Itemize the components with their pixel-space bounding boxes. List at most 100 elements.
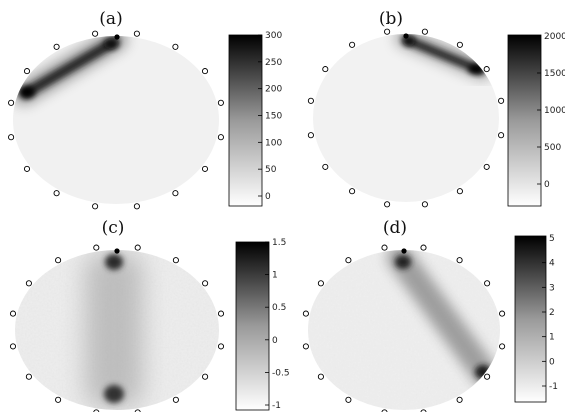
electrode-marker xyxy=(9,343,17,350)
colorbar-tick-label: 3 xyxy=(549,283,555,293)
electrode-marker xyxy=(23,68,31,75)
colorbar-tick-label: 1 xyxy=(549,333,555,343)
electrode-marker xyxy=(92,203,99,210)
electrode-marker xyxy=(322,66,329,73)
panel-c-colorbar: 1.5 1 0.5 0 -0.5 -1 xyxy=(235,238,290,411)
colorbar-tick-label: 250 xyxy=(265,58,282,68)
electrode-marker xyxy=(201,68,209,75)
panel-d-electrodes xyxy=(302,244,506,412)
electrode-marker xyxy=(134,409,141,412)
electrode-marker xyxy=(172,396,179,403)
electrode-marker xyxy=(381,409,388,412)
panel-b-colorbar-ticks: 2000 1500 1000 500 0 xyxy=(537,32,565,190)
panel-c-label: (c) xyxy=(102,218,125,238)
electrode-marker xyxy=(456,41,463,48)
panel-a-image xyxy=(13,36,127,105)
electrode-marker xyxy=(499,343,506,350)
electrode-marker xyxy=(317,373,324,380)
electrode-marker xyxy=(420,244,427,251)
panel-b-colorbar: 2000 1500 1000 500 0 xyxy=(507,32,565,207)
colorbar-tick-label: 200 xyxy=(265,85,282,95)
panel-c-active-electrode xyxy=(114,248,120,254)
electrode-marker xyxy=(499,310,506,317)
panel-b-active-electrode xyxy=(403,33,409,39)
panel-d-active-electrode xyxy=(401,248,407,254)
colorbar-tick-label: 1000 xyxy=(544,106,565,116)
electrode-marker xyxy=(456,257,463,264)
electrode-marker xyxy=(317,280,324,287)
colorbar-tick-label: 150 xyxy=(265,112,282,122)
panel-a-electrodes xyxy=(8,30,224,210)
electrode-marker xyxy=(92,30,99,37)
electrode-marker xyxy=(345,396,352,403)
panel-a-colorbar-gradient xyxy=(228,34,263,207)
electrode-marker xyxy=(172,190,179,197)
electrode-marker xyxy=(25,280,32,287)
electrode-marker xyxy=(9,310,17,317)
colorbar-tick-label: 1500 xyxy=(544,69,565,79)
electrode-marker xyxy=(307,132,314,139)
colorbar-tick-label: -1 xyxy=(272,401,281,411)
panel-a-domain xyxy=(8,30,224,210)
panel-b-image xyxy=(395,34,492,80)
electrode-marker xyxy=(384,201,391,208)
electrode-marker xyxy=(456,396,463,403)
electrode-marker xyxy=(484,280,491,287)
electrode-marker xyxy=(322,163,329,170)
colorbar-tick-label: 0 xyxy=(272,336,278,346)
electrode-marker xyxy=(53,43,60,50)
colorbar-tick-label: 0 xyxy=(544,180,550,190)
electrode-marker xyxy=(345,257,352,264)
panel-d-colorbar-gradient xyxy=(514,235,547,403)
electrode-marker xyxy=(202,373,209,380)
colorbar-tick-label: 2000 xyxy=(544,32,565,42)
electrode-marker xyxy=(8,99,15,106)
colorbar-tick-label: 100 xyxy=(265,138,282,148)
electrode-marker xyxy=(349,188,356,195)
panel-d: (d) 5 4 3 2 1 0 -1 xyxy=(302,218,558,412)
panel-b: (b) 2000 1500 1000 500 0 xyxy=(307,9,565,208)
panel-a: (a) 300 250 200 150 100 50 0 xyxy=(8,9,282,210)
panel-c-colorbar-ticks: 1.5 1 0.5 0 -0.5 -1 xyxy=(265,238,290,411)
electrode-marker xyxy=(217,310,225,317)
colorbar-tick-label: 0 xyxy=(265,192,271,202)
panel-b-electrodes xyxy=(307,28,505,208)
electrode-marker xyxy=(133,30,140,37)
electrode-marker xyxy=(202,280,209,287)
colorbar-tick-label: 0 xyxy=(549,357,555,367)
panel-d-label: (d) xyxy=(383,218,407,238)
electrode-marker xyxy=(93,244,100,251)
panel-d-image xyxy=(308,250,500,410)
panel-a-colorbar-ticks: 300 250 200 150 100 50 0 xyxy=(258,31,282,202)
electrode-marker xyxy=(421,201,428,208)
electrode-marker xyxy=(381,244,388,251)
electrode-marker xyxy=(498,97,505,104)
electrode-marker xyxy=(23,165,31,172)
electrode-marker xyxy=(217,134,224,141)
colorbar-tick-label: -0.5 xyxy=(272,368,290,378)
panel-a-active-electrode xyxy=(114,34,120,40)
panel-b-colorbar-gradient xyxy=(507,34,542,207)
panel-c-colorbar-gradient xyxy=(235,241,270,411)
electrode-marker xyxy=(217,343,225,350)
colorbar-tick-label: 5 xyxy=(549,234,555,244)
panel-c-domain xyxy=(9,244,225,412)
colorbar-tick-label: 2 xyxy=(549,308,555,318)
panel-b-label: (b) xyxy=(379,9,403,29)
electrode-marker xyxy=(302,343,309,350)
electrode-marker xyxy=(55,396,62,403)
electrode-marker xyxy=(201,165,209,172)
electrode-marker xyxy=(483,66,490,73)
electrode-marker xyxy=(456,188,463,195)
electrode-marker xyxy=(217,99,224,106)
panel-c-image xyxy=(15,250,219,410)
electrode-marker xyxy=(349,41,356,48)
colorbar-tick-label: 4 xyxy=(549,259,555,269)
colorbar-tick-label: 50 xyxy=(265,165,277,175)
panel-b-disk xyxy=(313,34,499,202)
panel-a-colorbar: 300 250 200 150 100 50 0 xyxy=(228,31,282,207)
electrode-marker xyxy=(134,244,141,251)
colorbar-tick-label: 1.5 xyxy=(272,238,286,248)
electrode-marker xyxy=(421,28,428,35)
